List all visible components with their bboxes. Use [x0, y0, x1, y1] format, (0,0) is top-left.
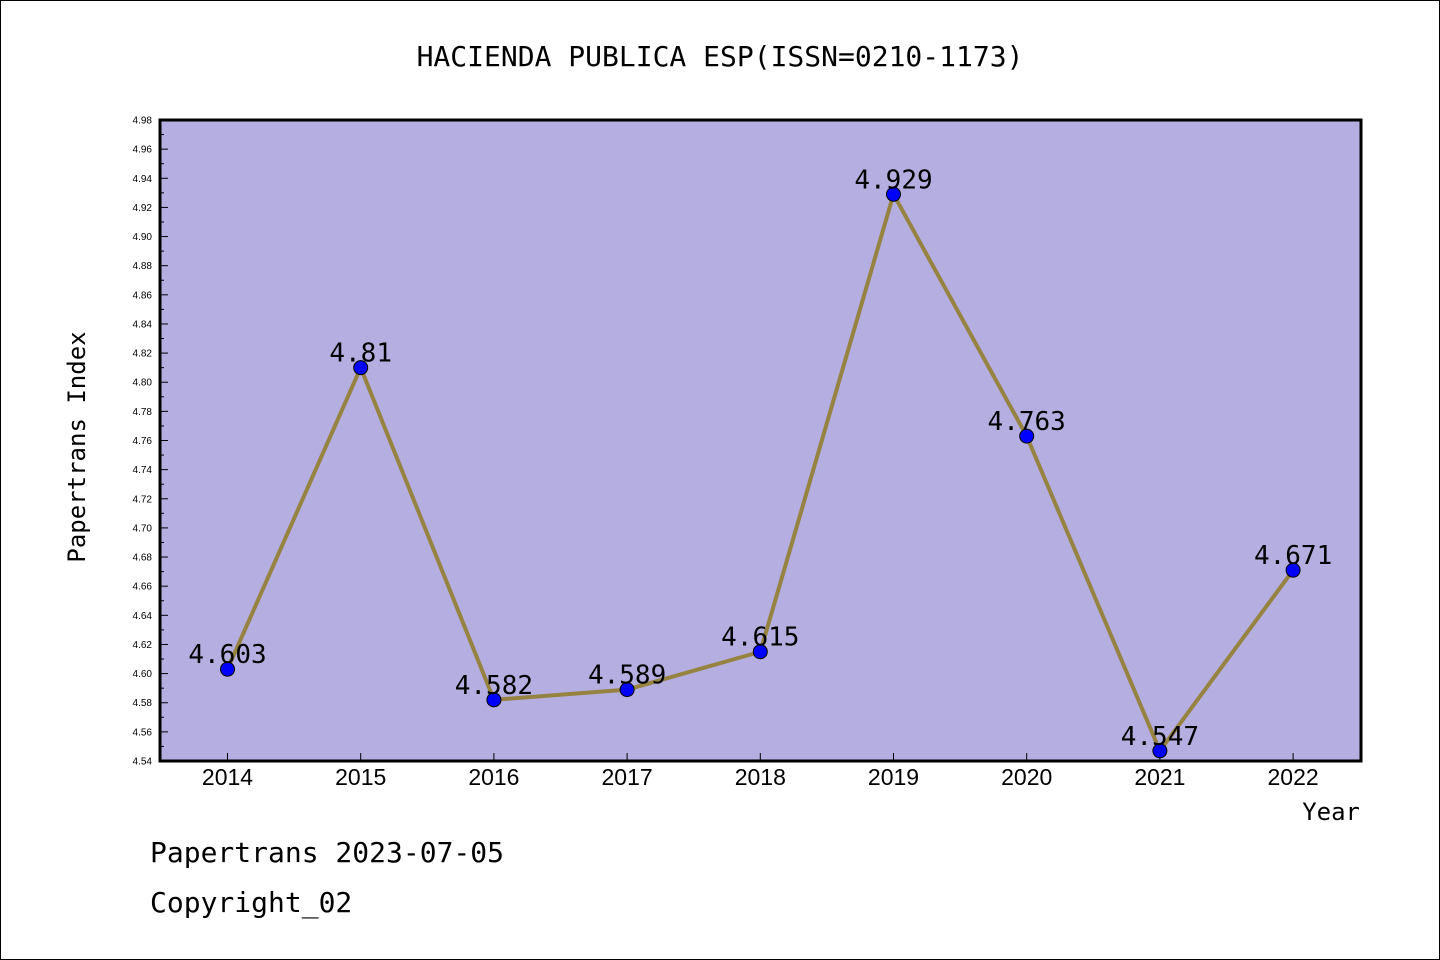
y-tick-label: 4.90 [133, 232, 153, 243]
x-tick-label: 2022 [1268, 764, 1319, 790]
data-label: 4.929 [854, 165, 932, 195]
x-tick-label: 2014 [202, 764, 253, 790]
y-tick-label: 4.68 [133, 553, 153, 564]
y-tick-label: 4.56 [133, 727, 153, 738]
data-label: 4.589 [588, 661, 666, 691]
y-tick-label: 4.72 [133, 494, 153, 505]
y-tick-label: 4.78 [133, 407, 153, 418]
data-point [1019, 428, 1035, 444]
y-tick-label: 4.70 [133, 523, 153, 534]
footer-copyright-text: Copyright_02 [150, 886, 353, 919]
data-label: 4.671 [1254, 541, 1332, 571]
y-tick-label: 4.74 [133, 465, 153, 476]
data-label: 4.582 [455, 671, 533, 701]
series-group [220, 186, 1301, 759]
data-point [486, 692, 502, 708]
x-tick-label: 2018 [735, 764, 786, 790]
y-tick-label: 4.88 [133, 261, 153, 272]
plot-area [158, 118, 1363, 763]
x-tick-label: 2019 [868, 764, 919, 790]
y-tick-label: 4.84 [133, 319, 153, 330]
data-point [752, 644, 768, 660]
y-tick-label: 4.86 [133, 290, 153, 301]
chart-title: HACIENDA PUBLICA ESP(ISSN=0210-1173) [417, 40, 1024, 73]
data-point [1152, 743, 1168, 759]
y-tick-label: 4.66 [133, 582, 153, 593]
y-axis-label: Papertrans Index [63, 331, 91, 562]
x-axis: 2014 2015 2016 2017 2018 2019 2020 2021 2022 [202, 753, 1319, 790]
x-tick-label: 2015 [335, 764, 386, 790]
x-tick-label: 2021 [1134, 764, 1185, 790]
y-tick-label: 4.98 [133, 116, 153, 127]
data-label: 4.81 [329, 339, 392, 369]
y-tick-label: 4.54 [133, 757, 153, 768]
y-tick-label: 4.94 [133, 174, 153, 185]
data-label: 4.763 [988, 407, 1066, 437]
footer-date-text: Papertrans 2023-07-05 [150, 836, 505, 869]
data-point [220, 661, 235, 677]
data-label: 4.615 [721, 623, 799, 653]
y-tick-label: 4.60 [133, 669, 153, 680]
y-tick-label: 4.64 [133, 611, 153, 622]
data-point [1285, 562, 1301, 578]
y-tick-label: 4.82 [133, 349, 153, 360]
x-axis-label: Year [1302, 798, 1360, 826]
data-point [619, 682, 635, 698]
y-tick-label: 4.76 [133, 436, 153, 447]
y-axis: 4.54 4.56 4.58 4.60 4.62 4.64 4.66 4.68 4.70 4.72… [133, 116, 168, 768]
y-tick-label: 4.80 [133, 378, 153, 389]
y-tick-label: 4.96 [133, 145, 153, 156]
x-tick-label: 2020 [1001, 764, 1052, 790]
x-tick-label: 2017 [602, 764, 653, 790]
data-point [886, 186, 901, 202]
y-tick-label: 4.62 [133, 640, 153, 651]
y-tick-label: 4.58 [133, 698, 153, 709]
y-tick-label: 4.92 [133, 203, 153, 214]
x-tick-label: 2016 [468, 764, 519, 790]
data-label: 4.547 [1121, 722, 1199, 752]
data-labels: 4.603 4.81 4.582 4.589 4.615 4.929 4.763 4.547 4… [188, 165, 1332, 752]
data-point [353, 360, 369, 376]
data-label: 4.603 [188, 640, 266, 670]
